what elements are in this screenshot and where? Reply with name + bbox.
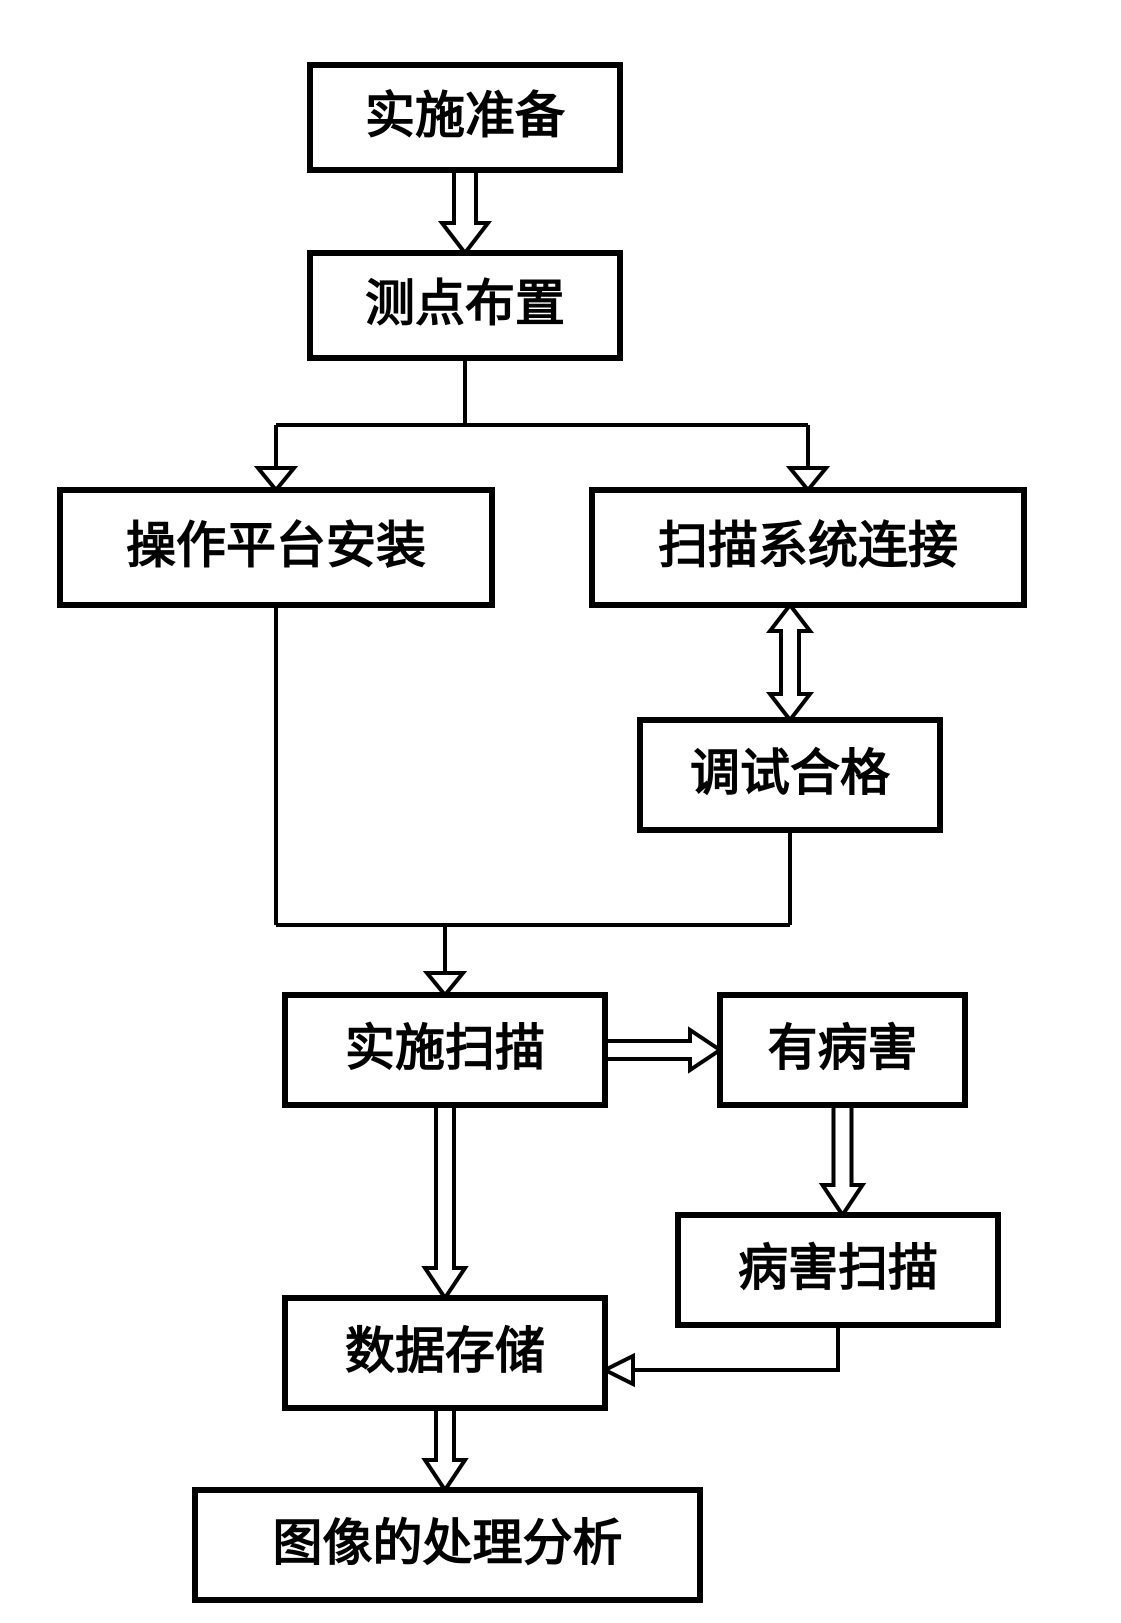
branch-arrowhead <box>258 468 294 490</box>
arrow-implement_scan-data_store <box>425 1105 465 1298</box>
node-prep-label: 实施准备 <box>365 88 566 144</box>
elbow-defect_scan-data_store <box>633 1325 838 1370</box>
node-image_proc-label: 图像的处理分析 <box>273 1515 623 1571</box>
arrow-scan_connect-debug_ok <box>770 605 810 720</box>
elbow-arrowhead <box>605 1356 633 1384</box>
node-has_defect: 有病害 <box>720 995 965 1105</box>
arrow-prep-layout <box>442 170 488 253</box>
node-debug_ok-label: 调试合格 <box>690 745 891 801</box>
node-scan_connect: 扫描系统连接 <box>592 490 1024 605</box>
node-prep: 实施准备 <box>310 65 620 170</box>
node-layout-label: 测点布置 <box>365 276 565 332</box>
node-layout: 测点布置 <box>310 253 620 358</box>
node-scan_connect-label: 扫描系统连接 <box>658 518 958 574</box>
node-platform: 操作平台安装 <box>60 490 492 605</box>
node-data_store-label: 数据存储 <box>345 1323 545 1379</box>
node-defect_scan: 病害扫描 <box>678 1215 998 1325</box>
node-debug_ok: 调试合格 <box>640 720 940 830</box>
node-image_proc: 图像的处理分析 <box>195 1490 700 1600</box>
arrow-data_store-image_proc <box>425 1408 465 1490</box>
node-has_defect-label: 有病害 <box>768 1020 918 1076</box>
arrow-has_defect-defect_scan <box>823 1105 863 1215</box>
node-data_store: 数据存储 <box>285 1298 605 1408</box>
merge-arrowhead <box>427 973 463 995</box>
arrow-implement_scan-has_defect <box>605 1030 720 1070</box>
node-implement_scan: 实施扫描 <box>285 995 605 1105</box>
node-implement_scan-label: 实施扫描 <box>345 1020 545 1076</box>
branch-arrowhead <box>790 468 826 490</box>
node-platform-label: 操作平台安装 <box>126 518 426 574</box>
node-defect_scan-label: 病害扫描 <box>738 1240 938 1296</box>
